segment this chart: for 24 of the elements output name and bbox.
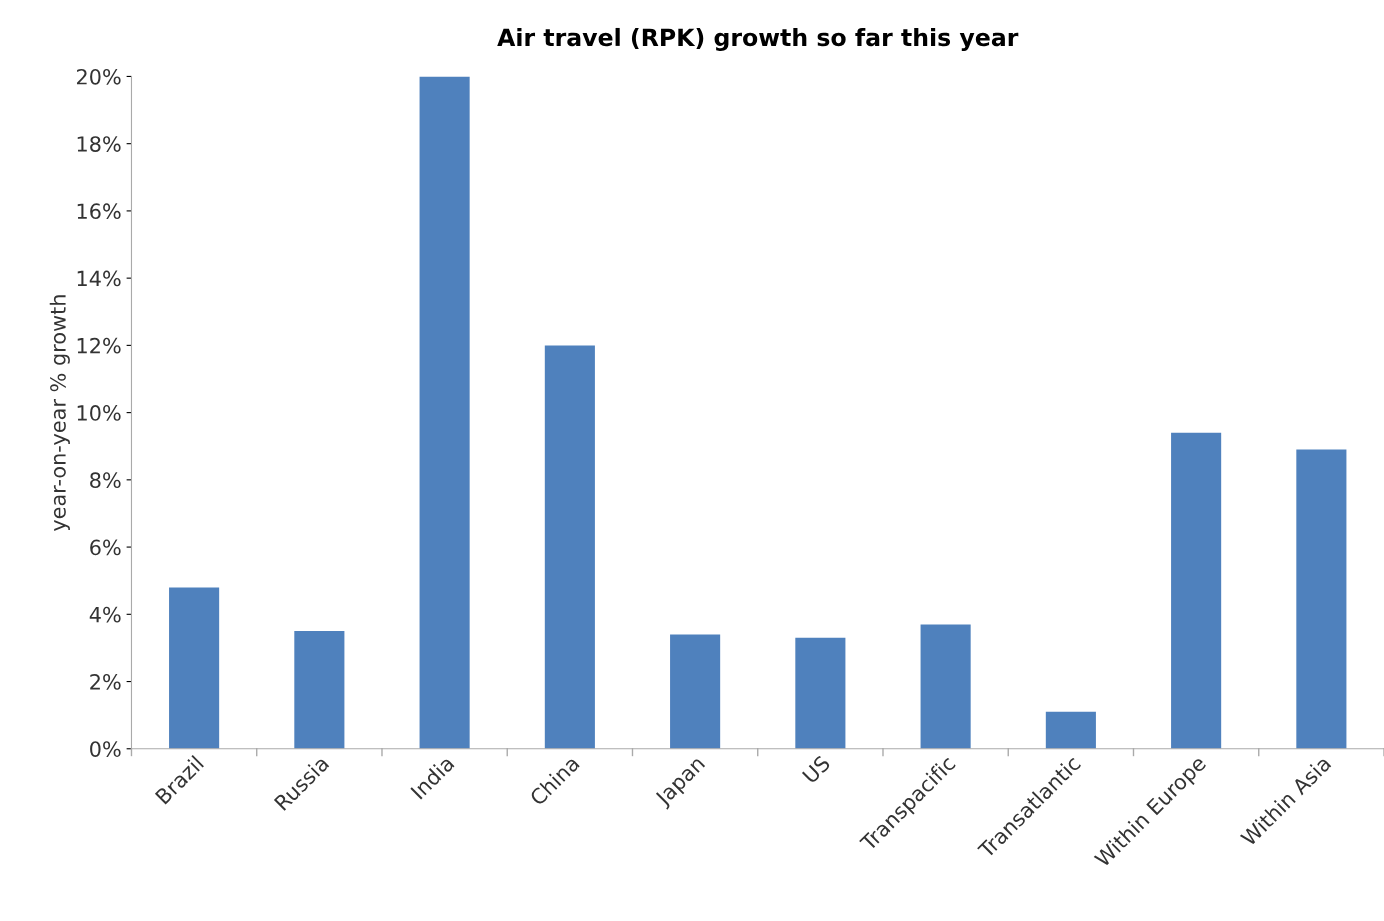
bar (795, 637, 846, 749)
bar (1171, 432, 1222, 749)
y-tick-label: 20% (76, 68, 121, 85)
bar (1045, 711, 1096, 749)
bar (294, 631, 345, 749)
bar (544, 345, 595, 749)
y-tick-label: 6% (90, 539, 121, 556)
y-tick-label: 18% (77, 136, 121, 152)
bar (1296, 449, 1347, 749)
bar (920, 624, 971, 749)
y-tick-label: 8% (90, 472, 121, 489)
bar (419, 76, 470, 749)
bar (670, 634, 721, 749)
y-tick-label: 14% (77, 270, 121, 287)
y-axis-title: year-on-year % growth (49, 295, 70, 532)
bar (169, 587, 220, 749)
x-tick-label: US (801, 754, 831, 784)
y-tick-label: 2% (90, 673, 121, 690)
y-tick-label: 16% (77, 203, 121, 220)
y-tick-label: 4% (89, 606, 121, 623)
y-tick-label: 12% (77, 337, 121, 354)
y-tick-label: 0% (90, 741, 121, 757)
y-tick-label: 10% (77, 405, 121, 421)
chart-title: Air travel (RPK) growth so far this year (497, 27, 1019, 51)
